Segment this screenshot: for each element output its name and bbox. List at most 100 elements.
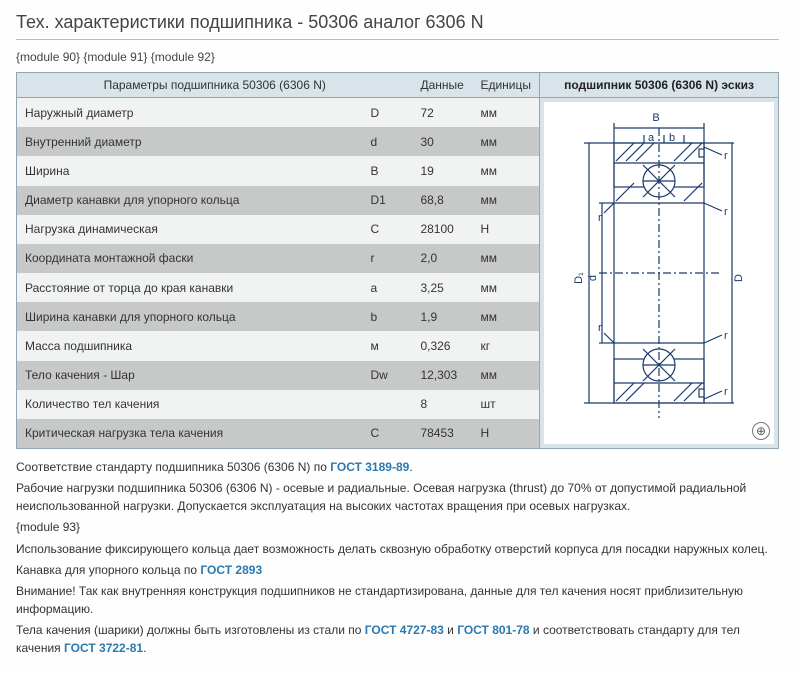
cell-val: 68,8 <box>412 186 472 215</box>
cell-sym: r <box>362 244 412 273</box>
cell-unit: мм <box>472 244 539 273</box>
cell-param: Количество тел качения <box>17 390 362 419</box>
link-gost-3189[interactable]: ГОСТ 3189-89 <box>330 460 409 474</box>
cell-sym: C <box>362 419 412 448</box>
para-standard: Соответствие стандарту подшипника 50306 … <box>16 459 779 476</box>
cell-param: Внутренний диаметр <box>17 127 362 156</box>
page-title: Тех. характеристики подшипника - 50306 а… <box>16 12 779 33</box>
lbl-D1: D₁ <box>573 272 585 284</box>
zoom-icon[interactable]: ⊕ <box>752 422 770 440</box>
title-divider <box>16 39 779 40</box>
para6-mid: и <box>444 623 457 637</box>
para4-pre: Канавка для упорного кольца по <box>16 563 200 577</box>
para6-post: . <box>143 641 146 655</box>
link-gost-3722[interactable]: ГОСТ 3722-81 <box>64 641 143 655</box>
cell-param: Координата монтажной фаски <box>17 244 362 273</box>
modules-top: {module 90} {module 91} {module 92} <box>16 50 779 64</box>
cell-sym: d <box>362 127 412 156</box>
cell-val: 2,0 <box>412 244 472 273</box>
lbl-D: D <box>733 274 745 282</box>
cell-param: Диаметр канавки для упорного кольца <box>17 186 362 215</box>
link-gost-2893[interactable]: ГОСТ 2893 <box>200 563 262 577</box>
cell-unit: мм <box>472 127 539 156</box>
lbl-a: a <box>648 132 655 144</box>
cell-unit: кг <box>472 331 539 360</box>
para-loads: Рабочие нагрузки подшипника 50306 (6306 … <box>16 480 779 515</box>
cell-param: Ширина канавки для упорного кольца <box>17 302 362 331</box>
lbl-r4: r <box>724 386 728 398</box>
table-row: Тело качения - ШарDw12,303мм <box>17 361 539 390</box>
bearing-sketch: B a b D₁ d D r r r r r r <box>544 102 774 444</box>
table-row: Критическая нагрузка тела каченияC78453Н <box>17 419 539 448</box>
lbl-B: B <box>652 112 659 124</box>
cell-sym <box>362 390 412 419</box>
figure-body: B a b D₁ d D r r r r r r ⊕ <box>544 102 774 444</box>
cell-val: 12,303 <box>412 361 472 390</box>
figure-header: подшипник 50306 (6306 N) эскиз <box>540 73 778 98</box>
para1-pre: Соответствие стандарту подшипника 50306 … <box>16 460 330 474</box>
table-row: Наружный диаметрD72мм <box>17 98 539 128</box>
cell-sym: B <box>362 156 412 185</box>
para6-pre: Тела качения (шарики) должны быть изгото… <box>16 623 365 637</box>
cell-sym: м <box>362 331 412 360</box>
table-row: Нагрузка динамическаяC28100Н <box>17 215 539 244</box>
cell-param: Критическая нагрузка тела качения <box>17 419 362 448</box>
cell-unit: мм <box>472 273 539 302</box>
cell-unit: мм <box>472 361 539 390</box>
modules-mid: {module 93} <box>16 519 779 536</box>
para-ring: Использование фиксирующего кольца дает в… <box>16 541 779 558</box>
cell-val: 28100 <box>412 215 472 244</box>
header-value: Данные <box>412 73 472 98</box>
para1-post: . <box>409 460 412 474</box>
lbl-r3: r <box>724 150 728 162</box>
cell-param: Расстояние от торца до края канавки <box>17 273 362 302</box>
para-groove: Канавка для упорного кольца по ГОСТ 2893 <box>16 562 779 579</box>
header-row: Параметры подшипника 50306 (6306 N) Данн… <box>17 73 539 98</box>
table-row: Расстояние от торца до края канавкиa3,25… <box>17 273 539 302</box>
cell-sym: Dw <box>362 361 412 390</box>
link-gost-4727[interactable]: ГОСТ 4727-83 <box>365 623 444 637</box>
figure-cell: подшипник 50306 (6306 N) эскиз <box>539 73 778 448</box>
cell-unit: мм <box>472 98 539 128</box>
cell-sym: C <box>362 215 412 244</box>
cell-unit: мм <box>472 156 539 185</box>
header-unit: Единицы <box>472 73 539 98</box>
table-row: Ширина канавки для упорного кольцаb1,9мм <box>17 302 539 331</box>
cell-unit: Н <box>472 215 539 244</box>
cell-param: Ширина <box>17 156 362 185</box>
table-row: Количество тел качения8шт <box>17 390 539 419</box>
cell-unit: шт <box>472 390 539 419</box>
cell-param: Наружный диаметр <box>17 98 362 128</box>
table-row: Диаметр канавки для упорного кольцаD168,… <box>17 186 539 215</box>
cell-val: 78453 <box>412 419 472 448</box>
spec-table: Параметры подшипника 50306 (6306 N) Данн… <box>17 73 539 448</box>
cell-sym: D <box>362 98 412 128</box>
table-row: ШиринаB19мм <box>17 156 539 185</box>
link-gost-801[interactable]: ГОСТ 801-78 <box>457 623 529 637</box>
cell-val: 0,326 <box>412 331 472 360</box>
cell-unit: Н <box>472 419 539 448</box>
cell-param: Нагрузка динамическая <box>17 215 362 244</box>
para-warning: Внимание! Так как внутренняя конструкция… <box>16 583 779 618</box>
cell-sym: b <box>362 302 412 331</box>
cell-val: 19 <box>412 156 472 185</box>
cell-unit: мм <box>472 302 539 331</box>
lbl-r5: r <box>598 212 602 224</box>
cell-val: 3,25 <box>412 273 472 302</box>
lbl-d: d <box>587 275 599 281</box>
header-param: Параметры подшипника 50306 (6306 N) <box>17 73 412 98</box>
cell-sym: D1 <box>362 186 412 215</box>
table-row: Масса подшипникам0,326кг <box>17 331 539 360</box>
lbl-b: b <box>669 132 675 144</box>
body-text: Соответствие стандарту подшипника 50306 … <box>16 459 779 657</box>
table-row: Координата монтажной фаскиr2,0мм <box>17 244 539 273</box>
cell-unit: мм <box>472 186 539 215</box>
lbl-r2: r <box>724 330 728 342</box>
cell-sym: a <box>362 273 412 302</box>
cell-val: 30 <box>412 127 472 156</box>
table-row: Внутренний диаметрd30мм <box>17 127 539 156</box>
cell-val: 1,9 <box>412 302 472 331</box>
lbl-r6: r <box>598 322 602 334</box>
content-wrap: Параметры подшипника 50306 (6306 N) Данн… <box>16 72 779 449</box>
cell-param: Масса подшипника <box>17 331 362 360</box>
